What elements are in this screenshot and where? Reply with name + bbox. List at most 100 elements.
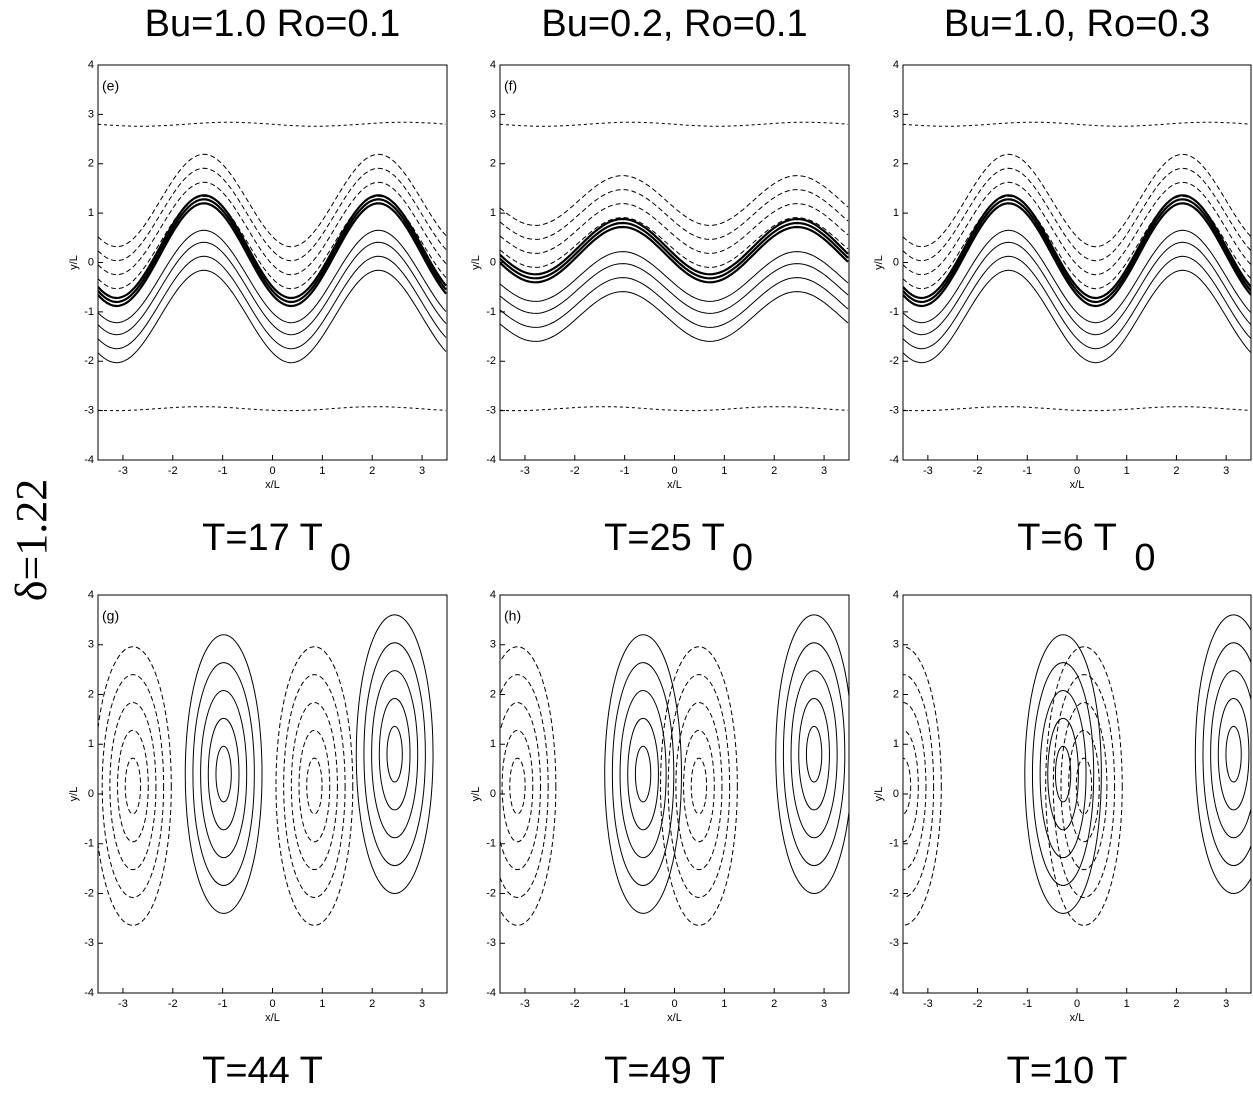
contour-line <box>1202 642 1251 867</box>
contour-line <box>298 729 331 843</box>
contour-line <box>500 701 541 871</box>
x-tick-label: 2 <box>369 998 375 1010</box>
contour-line <box>1052 674 1116 898</box>
y-tick-label: 4 <box>893 589 899 601</box>
contour-line <box>378 697 411 811</box>
x-tick-label: 0 <box>671 465 677 477</box>
contour-line <box>363 642 426 867</box>
x-tick-label: -2 <box>973 998 983 1010</box>
x-axis-label: x/L <box>667 479 682 491</box>
contour-line <box>627 717 659 831</box>
contours <box>98 614 434 926</box>
x-axis-label: x/L <box>265 1012 280 1024</box>
x-tick-label: 2 <box>1173 465 1179 477</box>
y-axis-label: y/L <box>470 787 482 802</box>
panel-label: (h) <box>504 608 521 624</box>
contours <box>98 121 447 412</box>
plot-frame <box>97 594 448 994</box>
plot-frame <box>499 594 850 994</box>
row-label: δ=1.22 <box>7 479 56 602</box>
y-tick-label: -1 <box>486 306 496 318</box>
contour-line <box>98 195 447 290</box>
panel: -3 -2 -1 0 1 2 3 -4 -3 -2 -1 0 1 2 3 4 x/L y/L (g) T=44 T <box>68 589 448 1092</box>
x-tick-label: 0 <box>671 998 677 1010</box>
contour-line <box>903 674 935 898</box>
contour-line <box>192 662 255 887</box>
contour-line <box>1054 745 1072 803</box>
y-tick-label: 4 <box>88 589 94 601</box>
x-axis-label: x/L <box>265 479 280 491</box>
contour-line <box>290 701 338 871</box>
contour-line <box>1068 729 1100 843</box>
contour-line <box>509 757 526 815</box>
x-tick-label: -2 <box>570 465 580 477</box>
y-tick-label: 1 <box>893 738 899 750</box>
y-tick-label: 3 <box>893 639 899 651</box>
contour-line <box>903 195 1251 290</box>
contour-line <box>619 690 667 859</box>
x-axis-label: x/L <box>1070 1012 1085 1024</box>
x-tick-label: -1 <box>620 465 630 477</box>
x-tick-label: 3 <box>1223 998 1229 1010</box>
panel-label: (f) <box>504 78 517 94</box>
x-tick-label: 2 <box>771 465 777 477</box>
x-tick-label: 3 <box>821 465 827 477</box>
contour-line <box>124 757 142 815</box>
time-subscript: 0 <box>1134 537 1155 579</box>
contour-line <box>903 194 1251 300</box>
contour-line <box>690 757 708 815</box>
contour-line <box>903 153 1251 248</box>
contour-line <box>1217 697 1250 811</box>
contour-line <box>500 217 849 276</box>
contour-line <box>611 662 675 887</box>
time-label: T=6 T <box>1017 517 1117 559</box>
y-tick-label: -4 <box>84 987 94 999</box>
contour-line <box>1039 690 1087 859</box>
contour-line <box>101 674 165 898</box>
y-tick-label: -2 <box>486 887 496 899</box>
contour-line <box>355 614 434 895</box>
time-label: T=25 T <box>604 517 725 559</box>
time-subscript: 0 <box>732 537 753 579</box>
y-axis-label: y/L <box>873 787 885 802</box>
y-tick-label: 3 <box>88 108 94 120</box>
y-tick-label: 0 <box>88 256 94 268</box>
x-tick-label: -3 <box>520 465 530 477</box>
contour-line <box>667 674 731 898</box>
x-axis-label: x/L <box>667 1012 682 1024</box>
contour-line <box>98 194 447 300</box>
x-tick-label: 2 <box>369 465 375 477</box>
y-tick-label: -3 <box>889 937 899 949</box>
y-tick-label: 0 <box>893 256 899 268</box>
y-tick-label: -2 <box>889 887 899 899</box>
x-tick-label: -1 <box>1022 465 1032 477</box>
contour-line <box>98 241 447 336</box>
contour-line <box>1047 717 1079 831</box>
contour-line <box>782 642 846 867</box>
contour-line <box>371 670 419 839</box>
contour-line <box>98 406 447 412</box>
y-tick-label: -4 <box>486 454 496 466</box>
contour-line <box>500 221 849 280</box>
contour-line <box>798 697 830 811</box>
y-axis-label: y/L <box>470 255 482 270</box>
contour-line <box>1024 634 1102 914</box>
y-tick-label: -1 <box>889 306 899 318</box>
contour-line <box>500 263 849 314</box>
x-tick-label: -2 <box>973 465 983 477</box>
contour-line <box>98 646 172 926</box>
contour-line <box>215 745 232 803</box>
contour-line <box>903 198 1251 304</box>
x-axis-label: x/L <box>1070 479 1085 491</box>
y-tick-label: 4 <box>893 59 899 71</box>
x-tick-label: -3 <box>520 998 530 1010</box>
x-tick-label: 3 <box>419 465 425 477</box>
y-tick-label: 0 <box>88 788 94 800</box>
x-tick-label: 1 <box>721 465 727 477</box>
contour-line <box>675 701 723 871</box>
contour-line <box>500 406 849 412</box>
contour-line <box>200 690 248 859</box>
contour-line <box>98 202 447 308</box>
y-tick-label: -2 <box>84 887 94 899</box>
x-tick-label: 0 <box>269 465 275 477</box>
